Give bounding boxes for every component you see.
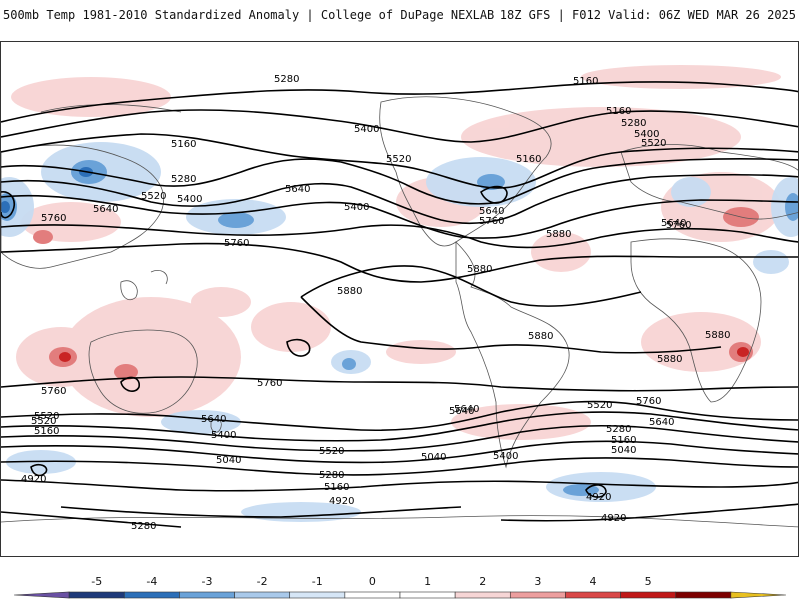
- contour-label: 5520: [31, 416, 56, 427]
- contour-label: 5760: [224, 238, 249, 249]
- contour-label: 5400: [344, 202, 369, 213]
- contour-label: 5880: [337, 286, 362, 297]
- colorbar-tick-label: -1: [311, 575, 323, 588]
- contour-label: 5520: [587, 400, 612, 411]
- colorbar-swatch: [509, 591, 566, 599]
- contour-label: 5880: [467, 264, 492, 275]
- intense-warm-anomaly-shading: [59, 347, 749, 362]
- contour-label: 5160: [34, 426, 59, 437]
- model-run-info: 18Z GFS | F012 Valid: 06Z WED MAR 26 202…: [499, 8, 796, 22]
- contour-label: 5040: [421, 452, 446, 463]
- colorbar-tick-label: 0: [368, 575, 376, 588]
- contour-label: 5760: [479, 216, 504, 227]
- weather-map[interactable]: 5280 5160 5160 5280 5400 5520 5160 5280 …: [0, 41, 799, 557]
- contour-label: 5160: [606, 106, 631, 117]
- contour-label: 5520: [386, 154, 411, 165]
- colorbar-swatch: [289, 591, 346, 599]
- colorbar-swatch: [13, 591, 70, 599]
- contour-label: 5040: [611, 445, 636, 456]
- contour-label: 5160: [611, 435, 636, 446]
- contour-label: 5400: [177, 194, 202, 205]
- colorbar-swatch: [565, 591, 621, 599]
- colorbar-tick-label: -3: [201, 575, 213, 588]
- colorbar-tick-label: 4: [589, 575, 597, 588]
- colorbar-tick-label: 2: [479, 575, 487, 588]
- contour-label: 5280: [171, 174, 196, 185]
- contour-label: 5880: [528, 331, 553, 342]
- colorbar-swatch: [68, 591, 125, 599]
- contour-label: 5760: [636, 396, 661, 407]
- colorbar-swatch: [399, 591, 456, 599]
- contour-label: 5280: [319, 470, 344, 481]
- contour-label: 5280: [606, 424, 631, 435]
- colorbar-tick-label: -4: [146, 575, 158, 588]
- height-contours: [1, 81, 798, 528]
- contour-label: 5760: [666, 220, 691, 231]
- contour-label: 5880: [657, 354, 682, 365]
- contour-label: 5280: [131, 521, 156, 532]
- contour-label: 4920: [21, 474, 46, 485]
- contour-label: 5760: [41, 386, 66, 397]
- contour-label: 5640: [285, 184, 310, 195]
- colorbar-tick-label: 1: [424, 575, 432, 588]
- contour-labels: 5280 5160 5160 5280 5400 5520 5160 5280 …: [21, 74, 730, 532]
- colorbar-swatch: [123, 591, 180, 599]
- contour-label: 5640: [661, 218, 686, 229]
- contour-label: 5400: [211, 430, 236, 441]
- contour-label: 5400: [493, 451, 518, 462]
- contour-label: 5640: [449, 406, 474, 417]
- contour-label: 5760: [257, 378, 282, 389]
- contour-label: 5520: [641, 138, 666, 149]
- header-bar: 500mb Temp 1981-2010 Standardized Anomal…: [0, 0, 800, 40]
- colorbar-tick-label: 5: [644, 575, 652, 588]
- contour-label: 4920: [601, 513, 626, 524]
- contour-label: 5640: [649, 417, 674, 428]
- contour-label: 5160: [324, 482, 349, 493]
- contour-label: 5400: [634, 129, 659, 140]
- contour-label: 5640: [201, 414, 226, 425]
- colorbar-swatch: [179, 591, 235, 599]
- contour-label: 5520: [34, 411, 59, 422]
- contour-label: 4920: [329, 496, 354, 507]
- contour-label: 5400: [354, 124, 379, 135]
- colorbar-tick-label: -5: [91, 575, 103, 588]
- colorbar-swatch: [730, 591, 787, 599]
- colorbar-svg: [13, 591, 787, 599]
- colorbar-tick-label: -2: [256, 575, 268, 588]
- contour-label: 4920: [586, 492, 611, 503]
- map-canvas: 5280 5160 5160 5280 5400 5520 5160 5280 …: [1, 65, 798, 532]
- cool-anomaly-shading: [1, 142, 798, 522]
- colorbar-swatches: [13, 591, 787, 599]
- contour-label: 5280: [621, 118, 646, 129]
- colorbar-swatch: [675, 591, 732, 599]
- colorbar-swatch: [620, 591, 677, 599]
- colorbar-swatch: [454, 591, 511, 599]
- contour-label: 5520: [319, 446, 344, 457]
- contour-label: 5640: [479, 206, 504, 217]
- colorbar: [0, 560, 800, 600]
- contour-label: 5880: [546, 229, 571, 240]
- contour-label: 5640: [454, 404, 479, 415]
- contour-label: 5160: [516, 154, 541, 165]
- contour-label: 5640: [93, 204, 118, 215]
- contour-label: 5160: [171, 139, 196, 150]
- contour-label: 5760: [41, 213, 66, 224]
- colorbar-swatch: [344, 591, 401, 599]
- map-title: 500mb Temp 1981-2010 Standardized Anomal…: [3, 8, 495, 22]
- contour-label: 5280: [274, 74, 299, 85]
- contour-label: 5880: [705, 330, 730, 341]
- contour-label: 5040: [216, 455, 241, 466]
- contour-label: 5520: [141, 191, 166, 202]
- warm-anomaly-shading: [11, 65, 781, 440]
- colorbar-tick-label: 3: [534, 575, 542, 588]
- contour-label: 5160: [573, 76, 598, 87]
- colorbar-swatch: [234, 591, 291, 599]
